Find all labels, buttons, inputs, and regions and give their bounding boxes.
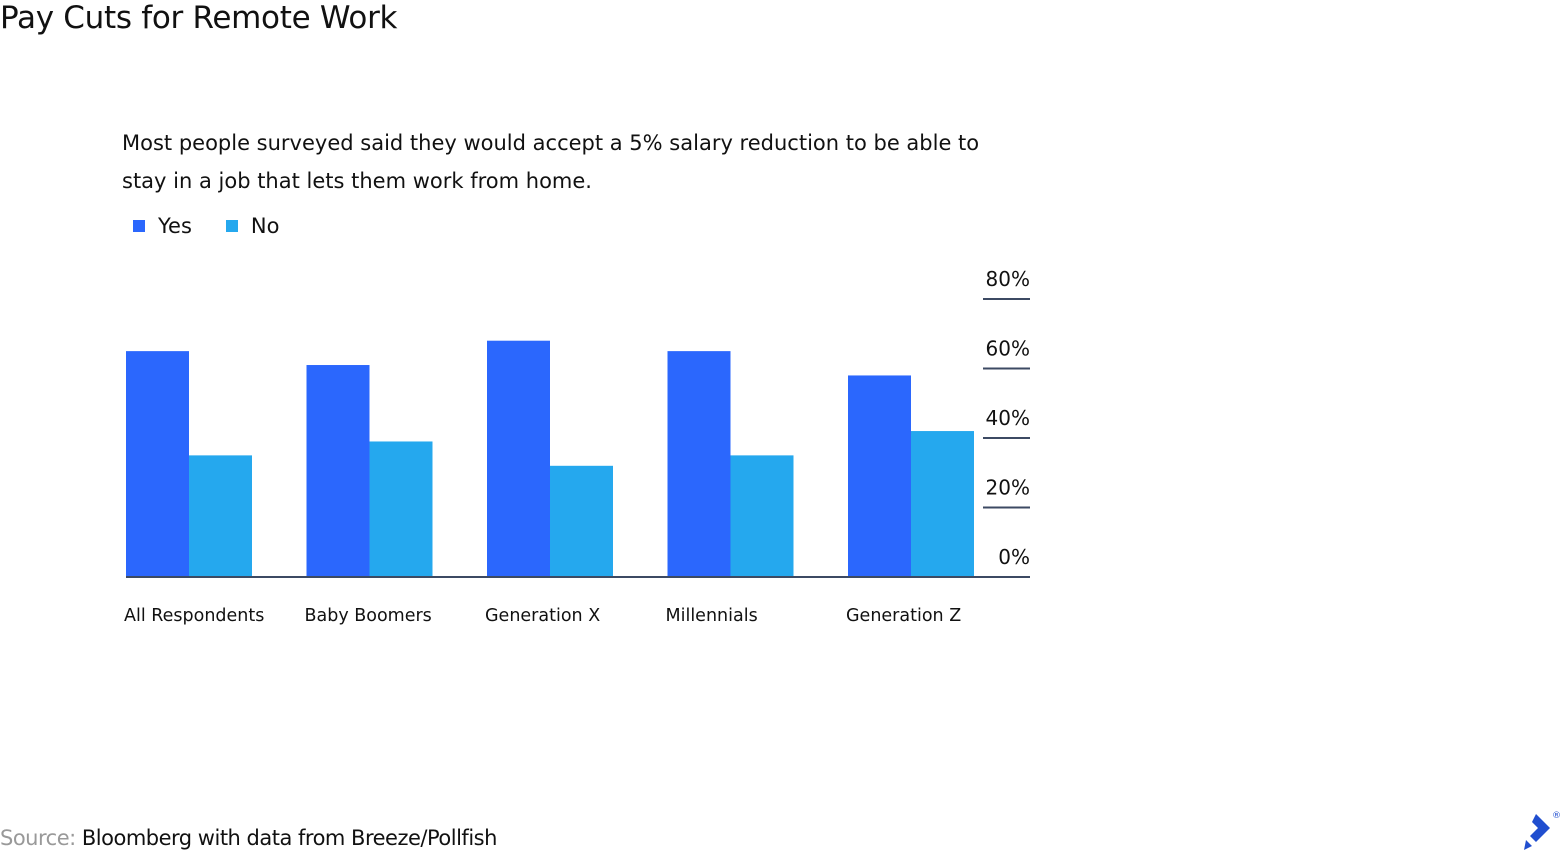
bar [667, 351, 731, 577]
x-tick-label: Baby Boomers [305, 606, 432, 626]
x-tick-label: Generation Z [846, 606, 961, 626]
bar [911, 431, 974, 577]
chart-subtitle: Most people surveyed said they would acc… [122, 131, 980, 193]
y-tick-label: 80% [986, 267, 1030, 291]
bar [369, 441, 433, 577]
bar [126, 351, 189, 577]
legend: Yes No [133, 214, 279, 238]
chart-title: Pay Cuts for Remote Work [0, 0, 398, 36]
y-tick-label: 60% [986, 337, 1030, 361]
legend-swatch [133, 220, 145, 232]
legend-item: Yes [133, 214, 192, 238]
legend-item: No [225, 214, 280, 238]
x-tick-label: Millennials [666, 606, 758, 626]
bar [487, 340, 550, 577]
bar [848, 375, 911, 577]
y-tick-label: 0% [998, 545, 1030, 569]
x-tick-label: Generation X [485, 606, 600, 626]
x-tick-label: All Respondents [124, 606, 264, 626]
source: Source: Bloomberg with data from Breeze/… [0, 826, 497, 850]
bar [189, 455, 252, 577]
legend-label: Yes [158, 214, 192, 238]
source-text: Bloomberg with data from Breeze/Pollfish [81, 826, 498, 850]
y-tick-label: 40% [986, 406, 1030, 430]
bar [306, 365, 370, 577]
legend-swatch [225, 220, 238, 232]
bar [550, 465, 613, 577]
legend-label: No [250, 214, 280, 238]
bar [730, 455, 794, 577]
y-tick-label: 20% [986, 476, 1030, 500]
svg-text:®: ® [1552, 811, 1560, 821]
source-label: Source: [0, 826, 76, 850]
logo: ® [1524, 811, 1560, 850]
